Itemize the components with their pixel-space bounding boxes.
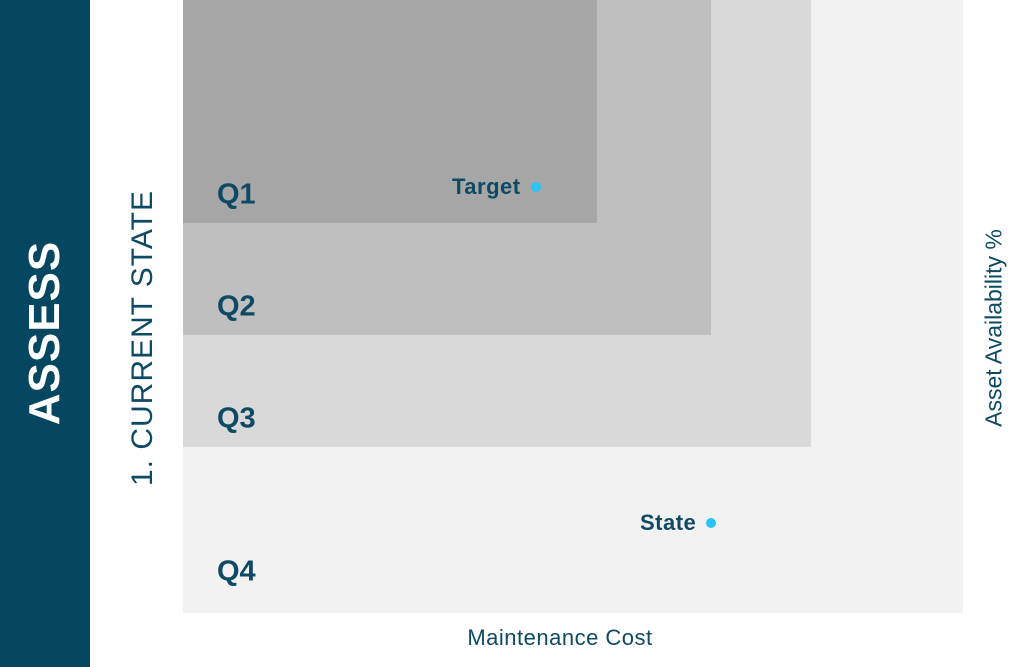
y-axis-label: Asset Availability % — [980, 229, 1007, 427]
target-dot — [530, 182, 541, 192]
x-axis-label: Maintenance Cost — [467, 625, 653, 650]
state-point: State — [640, 510, 717, 536]
zone-label-q2: Q2 — [217, 290, 256, 323]
target-label: Target — [452, 174, 521, 199]
state-label: State — [640, 510, 697, 535]
zone-label-q3: Q3 — [217, 402, 256, 435]
state-dot — [706, 518, 717, 528]
zone-label-q4: Q4 — [217, 555, 256, 588]
target-point: Target — [452, 174, 541, 200]
sidebar: ASSESS — [0, 0, 90, 667]
zone-label-q1: Q1 — [217, 178, 256, 211]
zone-q1 — [183, 0, 597, 223]
sidebar-title: ASSESS — [20, 240, 69, 426]
step-label: 1. CURRENT STATE — [126, 189, 159, 487]
